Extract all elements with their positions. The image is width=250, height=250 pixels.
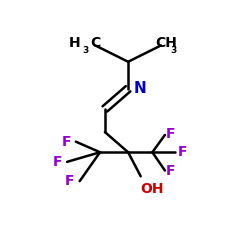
Text: N: N [134, 81, 146, 96]
Text: F: F [166, 127, 175, 141]
Text: 3: 3 [170, 46, 176, 55]
Text: F: F [178, 145, 187, 159]
Text: F: F [64, 174, 74, 188]
Text: CH: CH [155, 36, 177, 51]
Text: F: F [62, 135, 71, 149]
Text: C: C [90, 36, 101, 51]
Text: 3: 3 [82, 46, 89, 55]
Text: F: F [166, 164, 175, 178]
Text: F: F [53, 155, 62, 169]
Text: OH: OH [141, 182, 164, 196]
Text: H: H [69, 36, 81, 51]
